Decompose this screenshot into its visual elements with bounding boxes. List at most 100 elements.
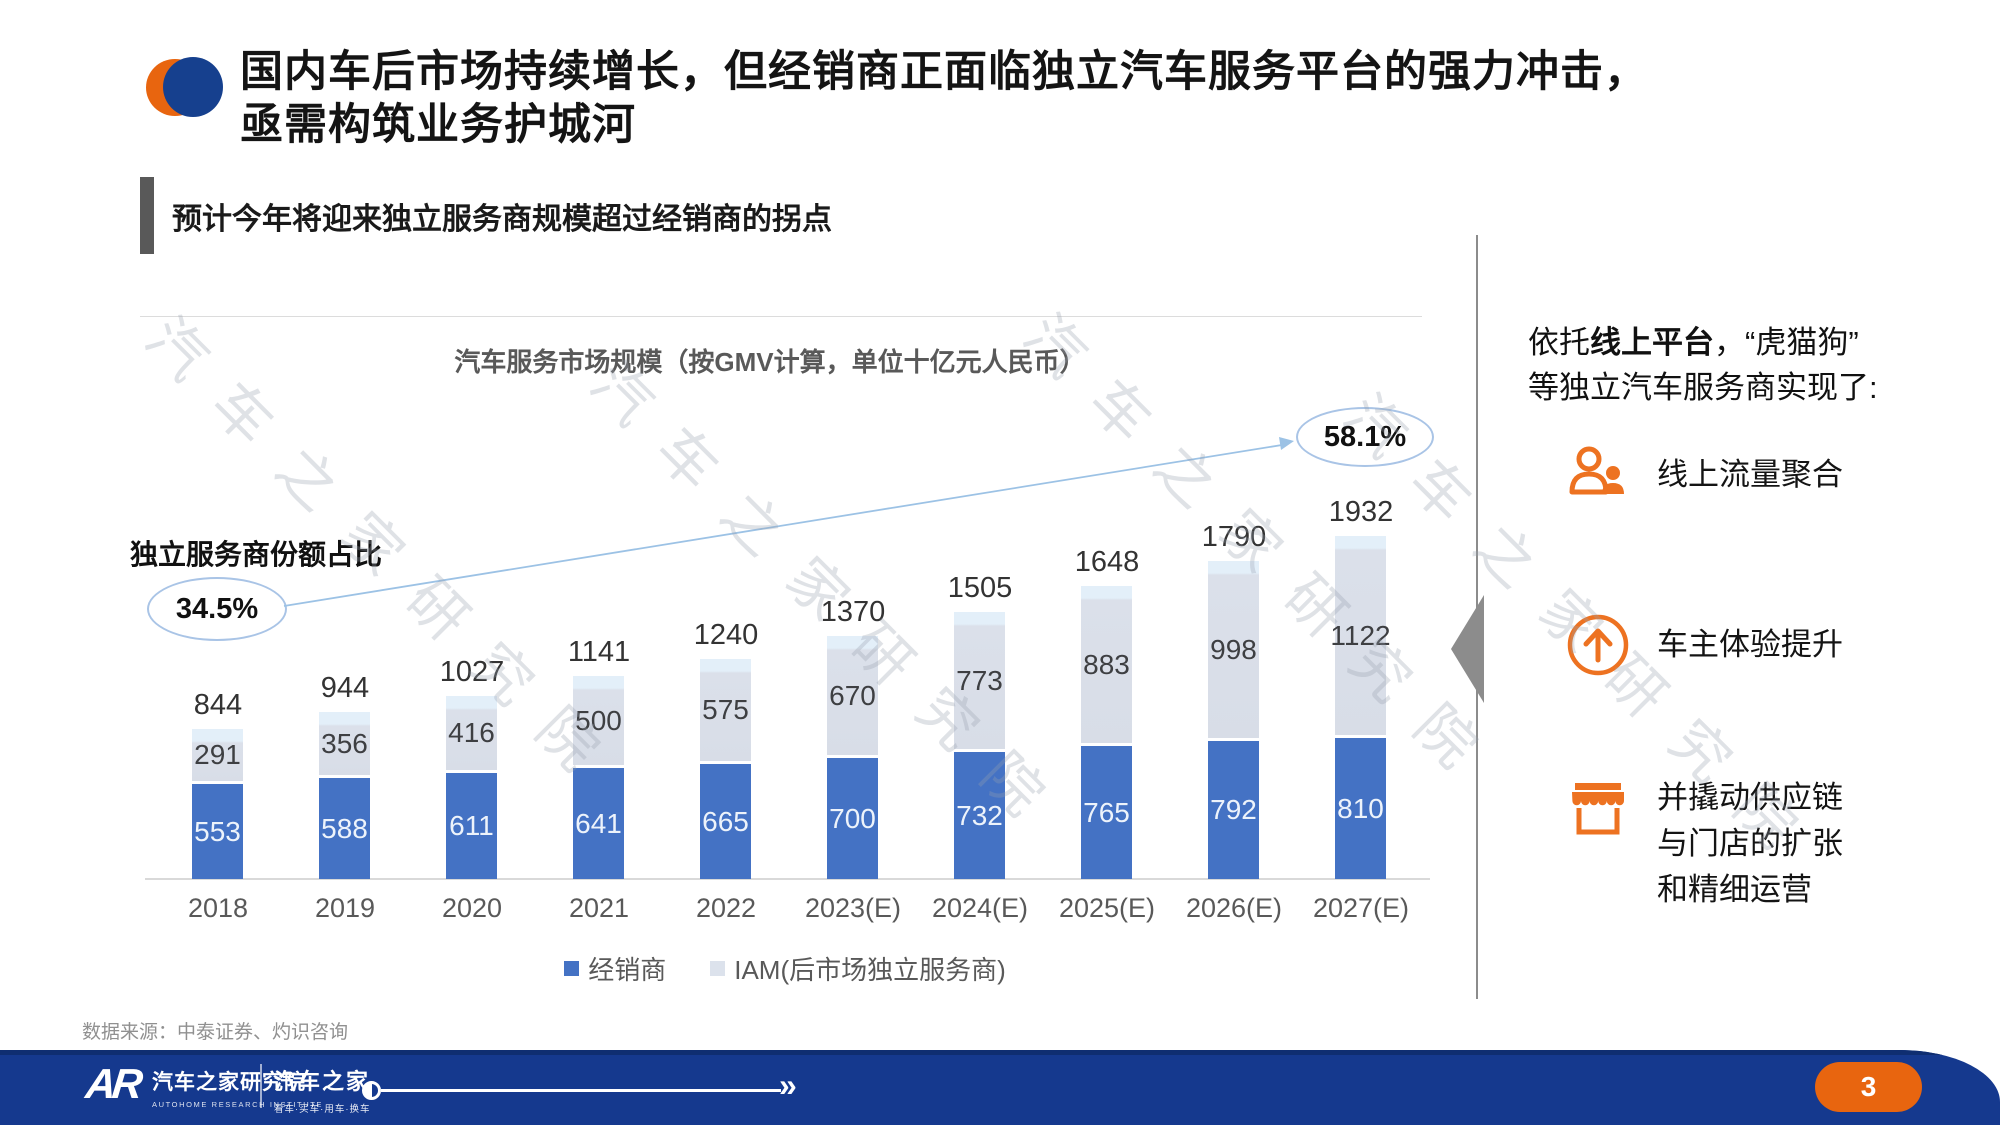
stacked-bar-2020: 416 611: [446, 696, 497, 879]
iam-value-label: 291: [194, 739, 241, 770]
iam-value-label: 500: [575, 704, 622, 736]
chart-title: 汽车服务市场规模（按GMV计算，单位十亿元人民币）: [454, 347, 1086, 377]
x-axis-line: [145, 878, 1430, 880]
x-axis-label: 2024(E): [931, 893, 1029, 923]
dealer-segment: 553: [192, 781, 243, 879]
dealer-segment: 641: [573, 765, 624, 879]
dealer-value-label: 611: [449, 810, 494, 841]
brand-logo-blue-icon: [163, 57, 223, 117]
vertical-divider: [1476, 235, 1478, 999]
iam-segment: 575: [700, 659, 751, 761]
bar-total-label: 1790: [1201, 521, 1267, 553]
iam-value-label: 416: [448, 717, 495, 748]
iam-value-label: 998: [1210, 633, 1257, 665]
stacked-bar-2026(E): 998 792: [1208, 561, 1259, 879]
x-axis-label: 2027(E): [1312, 893, 1410, 923]
section-divider: [140, 316, 1422, 317]
bar-total-label: 1932: [1328, 496, 1394, 528]
iam-value-label: 670: [829, 679, 876, 711]
iam-segment: 998: [1208, 561, 1259, 738]
dealer-segment: 765: [1081, 743, 1132, 879]
footer-bar: AR 汽车之家研究院 AUTOHOME RESEARCH INSTITUTE 汽…: [0, 1050, 2000, 1125]
page-title: 国内车后市场持续增长，但经销商正面临独立汽车服务平台的强力冲击， 亟需构筑业务护…: [240, 46, 1760, 152]
autohome-research-logo-icon: AR: [83, 1060, 142, 1107]
legend-label: IAM(后市场独立服务商): [734, 955, 1006, 985]
iam-segment: 291: [192, 729, 243, 781]
iam-segment: 356: [319, 712, 370, 775]
dealer-value-label: 792: [1210, 794, 1257, 825]
panel-item-label: 车主体验提升: [1657, 627, 1843, 662]
arrow-up-circle-icon: [1565, 612, 1631, 678]
progress-line: [381, 1089, 781, 1092]
section-subtitle: 预计今年将迎来独立服务商规模超过经销商的拐点: [172, 203, 832, 236]
panel-item-3: 并撬动供应链与门店的扩张和精细运营: [1565, 775, 1857, 913]
share-ratio-label: 独立服务商份额占比: [130, 539, 383, 570]
page-title-line1: 国内车后市场持续增长，但经销商正面临独立汽车服务平台的强力冲击，: [240, 48, 1648, 96]
bar-total-label: 844: [193, 689, 243, 721]
progress-dot-icon: [362, 1081, 381, 1100]
dealer-segment: 792: [1208, 738, 1259, 879]
dealer-segment: 588: [319, 775, 370, 879]
iam-value-label: 1122: [1330, 619, 1391, 651]
dealer-segment: 732: [954, 749, 1005, 879]
data-source-note: 数据来源：中泰证券、灼识咨询: [82, 1022, 349, 1043]
bar-total-label: 1370: [820, 596, 886, 628]
stacked-bar-2024(E): 773 732: [954, 612, 1005, 879]
x-axis-label: 2020: [441, 893, 503, 923]
share-start-callout: 34.5%: [147, 577, 287, 641]
panel-heading-suffix: ，“虎猫狗”: [1714, 325, 1859, 360]
bar-total-label: 1027: [439, 656, 505, 688]
iam-value-label: 356: [321, 727, 368, 759]
share-end-callout: 58.1%: [1296, 407, 1434, 467]
iam-segment: 773: [954, 612, 1005, 749]
iam-segment: 1122: [1330, 536, 1391, 735]
x-axis-label: 2023(E): [804, 893, 902, 923]
stacked-bar-2022: 575 665: [700, 659, 751, 879]
panel-item-2: 车主体验提升: [1565, 612, 1843, 678]
panel-item-label: 并撬动供应链与门店的扩张和精细运营: [1657, 780, 1843, 907]
dealer-value-label: 641: [575, 807, 622, 839]
footer-top-edge: [0, 1050, 2000, 1055]
x-axis-label: 2022: [695, 893, 757, 923]
dealer-segment: 611: [446, 770, 497, 879]
dealer-value-label: 588: [321, 812, 368, 844]
dealer-segment: 665: [700, 761, 751, 879]
iam-segment: 500: [573, 676, 624, 765]
page-number-badge: 3: [1815, 1062, 1922, 1112]
iam-value-label: 575: [702, 694, 749, 725]
dealer-value-label: 553: [194, 815, 241, 847]
legend-item: IAM(后市场独立服务商): [710, 950, 1006, 987]
progress-arrow-icon: »: [779, 1067, 797, 1103]
iam-segment: 883: [1081, 586, 1132, 743]
trend-connector-line: [283, 443, 1289, 607]
storefront-icon: [1565, 775, 1631, 841]
legend-swatch-icon: [710, 961, 726, 976]
org-name-cn: 汽车之家研究院: [152, 1071, 306, 1094]
iam-segment: 416: [446, 696, 497, 770]
dealer-segment: 700: [827, 755, 878, 879]
stacked-bar-2019: 356 588: [319, 712, 370, 879]
panel-item-label: 线上流量聚合: [1657, 457, 1843, 492]
brand-tagline: 看车·买车·用车·换车: [274, 1104, 371, 1115]
x-axis-label: 2026(E): [1185, 893, 1283, 923]
users-icon: [1565, 442, 1631, 508]
x-axis-label: 2021: [568, 893, 630, 923]
bar-total-label: 1240: [693, 619, 759, 651]
x-axis-label: 2019: [314, 893, 376, 923]
panel-heading-line2: 等独立汽车服务商实现了:: [1528, 370, 1878, 405]
divider-arrow-icon: [1451, 595, 1484, 703]
brand-block: 汽车之家 看车·买车·用车·换车: [274, 1064, 371, 1115]
x-axis-label: 2025(E): [1058, 893, 1156, 923]
panel-item-1: 线上流量聚合: [1565, 442, 1843, 508]
dealer-segment: 810: [1335, 735, 1386, 879]
section-accent-bar: [140, 177, 154, 254]
org-name-en: AUTOHOME RESEARCH INSTITUTE: [152, 1100, 323, 1109]
dealer-value-label: 810: [1337, 792, 1384, 824]
dealer-value-label: 665: [702, 805, 749, 837]
page-title-line2: 亟需构筑业务护城河: [240, 101, 636, 149]
iam-value-label: 883: [1083, 648, 1130, 680]
iam-segment: 670: [827, 636, 878, 755]
legend-swatch-icon: [564, 961, 580, 976]
legend-label: 经销商: [588, 955, 667, 985]
